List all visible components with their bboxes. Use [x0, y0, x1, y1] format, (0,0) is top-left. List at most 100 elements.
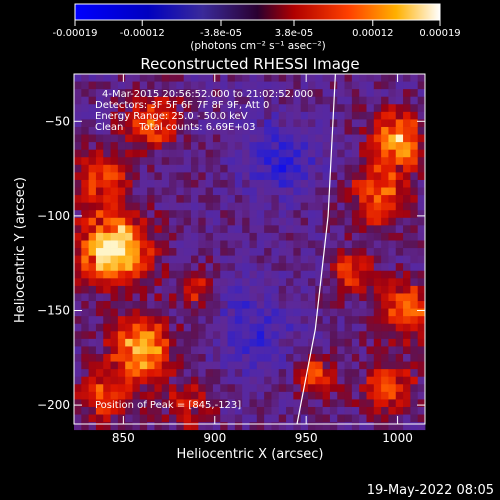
heatmap-cell	[110, 285, 119, 294]
heatmap-cell	[74, 354, 82, 362]
heatmap-cell	[373, 74, 382, 82]
heatmap-cell	[125, 119, 133, 128]
heatmap-cell	[110, 316, 119, 325]
heatmap-cell	[388, 361, 397, 370]
heatmap-cell	[366, 149, 375, 158]
heatmap-cell	[256, 422, 265, 431]
heatmap-cell	[212, 74, 221, 82]
heatmap-cell	[322, 81, 331, 90]
heatmap-cell	[234, 202, 243, 211]
heatmap-cell	[103, 255, 111, 264]
heatmap-cell	[95, 346, 104, 355]
heatmap-cell	[234, 263, 243, 272]
heatmap-cell	[169, 376, 177, 385]
heatmap-cell	[395, 126, 404, 135]
heatmap-cell	[278, 308, 287, 317]
heatmap-cell	[249, 361, 258, 370]
heatmap-cell	[125, 81, 133, 90]
heatmap-cell	[95, 119, 104, 128]
heatmap-cell	[242, 164, 250, 173]
heatmap-cell	[183, 134, 192, 143]
heatmap-cell	[344, 285, 353, 294]
heatmap-cell	[103, 308, 111, 317]
heatmap-cell	[256, 225, 265, 234]
heatmap-cell	[242, 346, 250, 355]
heatmap-cell	[264, 217, 272, 226]
heatmap-cell	[147, 111, 155, 120]
heatmap-cell	[300, 119, 309, 128]
heatmap-cell	[183, 414, 192, 423]
heatmap-cell	[417, 270, 426, 279]
x-tick-label: 900	[203, 431, 226, 445]
heatmap-cell	[410, 414, 419, 423]
heatmap-cell	[256, 391, 265, 400]
heatmap-cell	[337, 119, 345, 128]
heatmap-cell	[125, 391, 133, 400]
heatmap-cell	[256, 270, 265, 279]
heatmap-cell	[286, 369, 294, 378]
heatmap-cell	[125, 323, 133, 332]
heatmap-cell	[403, 308, 411, 317]
heatmap-cell	[359, 406, 367, 415]
heatmap-cell	[271, 195, 280, 204]
heatmap-cell	[366, 202, 375, 211]
heatmap-cell	[139, 422, 148, 431]
heatmap-cell	[249, 164, 258, 173]
heatmap-cell	[388, 270, 397, 279]
heatmap-cell	[242, 217, 250, 226]
heatmap-cell	[220, 74, 228, 82]
heatmap-cell	[234, 278, 243, 287]
heatmap-cell	[125, 406, 133, 415]
heatmap-cell	[220, 96, 228, 105]
heatmap-cell	[125, 187, 133, 196]
heatmap-cell	[176, 89, 185, 98]
heatmap-cell	[110, 354, 119, 362]
plot-frame	[73, 73, 426, 425]
heatmap-cell	[322, 346, 331, 355]
heatmap-cell	[417, 293, 426, 302]
heatmap-cell	[161, 89, 170, 98]
heatmap-cell	[388, 232, 397, 241]
heatmap-cell	[74, 338, 82, 347]
heatmap-cell	[359, 285, 367, 294]
heatmap-cell	[227, 376, 236, 385]
y-tick-label: −200	[37, 398, 70, 412]
heatmap-cell	[329, 142, 338, 151]
heatmap-cell	[205, 217, 214, 226]
heatmap-cell	[234, 338, 243, 347]
heatmap-cell	[161, 232, 170, 241]
heatmap-cell	[395, 406, 404, 415]
heatmap-cell	[308, 316, 316, 325]
heatmap-cell	[329, 338, 338, 347]
heatmap-cell	[337, 240, 345, 249]
heatmap-cell	[212, 422, 221, 431]
heatmap-cell	[256, 384, 265, 393]
heatmap-cell	[264, 316, 272, 325]
heatmap-cell	[220, 285, 228, 294]
heatmap-cell	[264, 187, 272, 196]
heatmap-cell	[410, 376, 419, 385]
heatmap-cell	[278, 164, 287, 173]
heatmap-cell	[381, 406, 389, 415]
heatmap-cell	[337, 248, 345, 257]
heatmap-cell	[74, 316, 82, 325]
heatmap-cell	[344, 232, 353, 241]
heatmap-cell	[117, 74, 126, 82]
heatmap-cell	[81, 285, 90, 294]
heatmap-cell	[234, 270, 243, 279]
heatmap-cell	[344, 240, 353, 249]
heatmap-cell	[74, 172, 82, 181]
heatmap-cell	[110, 225, 119, 234]
heatmap-cell	[191, 354, 199, 362]
heatmap-cell	[176, 142, 185, 151]
heatmap-cell	[176, 172, 185, 181]
heatmap-cell	[139, 331, 148, 340]
heatmap-cell	[344, 187, 353, 196]
heatmap-cell	[191, 202, 199, 211]
heatmap-cell	[286, 126, 294, 135]
heatmap-cell	[220, 179, 228, 188]
heatmap-cell	[293, 293, 302, 302]
heatmap-cell	[176, 157, 185, 166]
heatmap-cell	[183, 179, 192, 188]
heatmap-cell	[300, 361, 309, 370]
